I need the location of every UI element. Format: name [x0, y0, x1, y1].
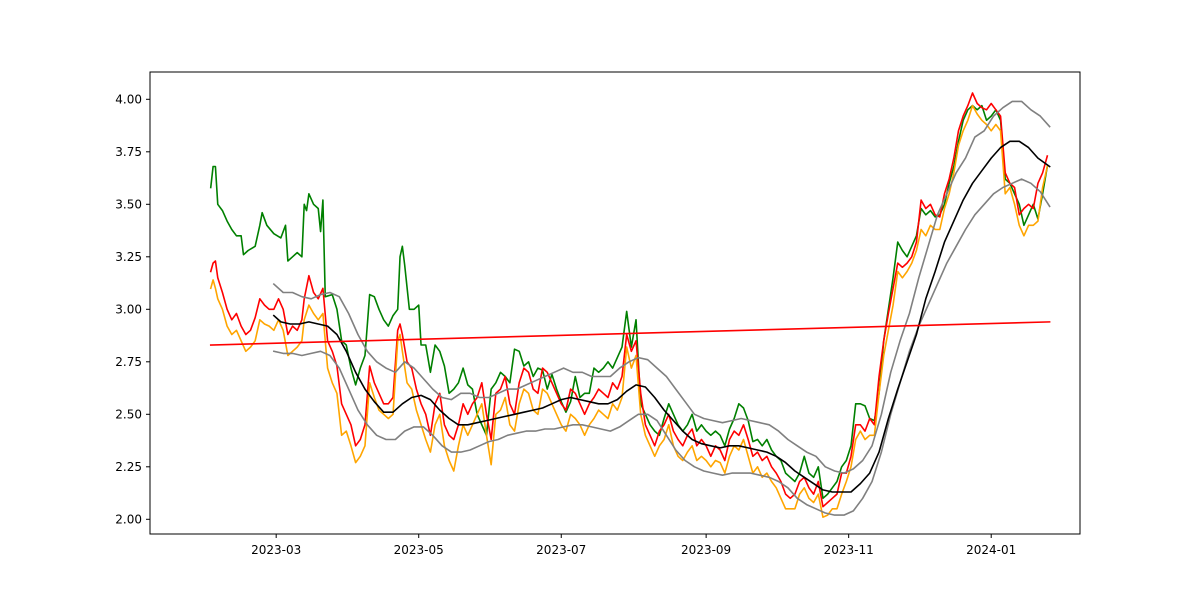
series-line-2 — [209, 92, 1049, 508]
series-line-3 — [209, 104, 1049, 518]
series-layer — [209, 92, 1051, 518]
y-tick-label: 3.00 — [115, 302, 142, 316]
series-line-6 — [272, 140, 1051, 493]
x-tick-label: 2023-05 — [394, 543, 444, 557]
x-tick-label: 2023-09 — [681, 543, 731, 557]
x-tick-label: 2024-01 — [966, 543, 1016, 557]
x-tick-label: 2023-03 — [251, 543, 301, 557]
y-tick-label: 3.75 — [115, 145, 142, 159]
x-axis: 2023-03 2023-05 2023-07 2023-09 2023-11 2024-… — [251, 534, 1016, 557]
series-line-1 — [209, 104, 1049, 500]
plot-area-frame — [149, 71, 1081, 535]
y-tick-label: 3.50 — [115, 197, 142, 211]
y-tick-label: 2.50 — [115, 407, 142, 421]
x-tick-label: 2023-07 — [536, 543, 586, 557]
y-tick-label: 2.00 — [115, 512, 142, 526]
series-line-7 — [209, 321, 1051, 346]
y-axis: 2.00 2.25 2.50 2.75 3.00 3.25 3.50 3.75 4.00 — [115, 92, 150, 526]
y-tick-label: 2.25 — [115, 460, 142, 474]
y-tick-label: 2.75 — [115, 355, 142, 369]
y-tick-label: 4.00 — [115, 92, 142, 106]
series-line-4 — [272, 100, 1051, 474]
x-tick-label: 2023-11 — [824, 543, 874, 557]
y-tick-label: 3.25 — [115, 250, 142, 264]
